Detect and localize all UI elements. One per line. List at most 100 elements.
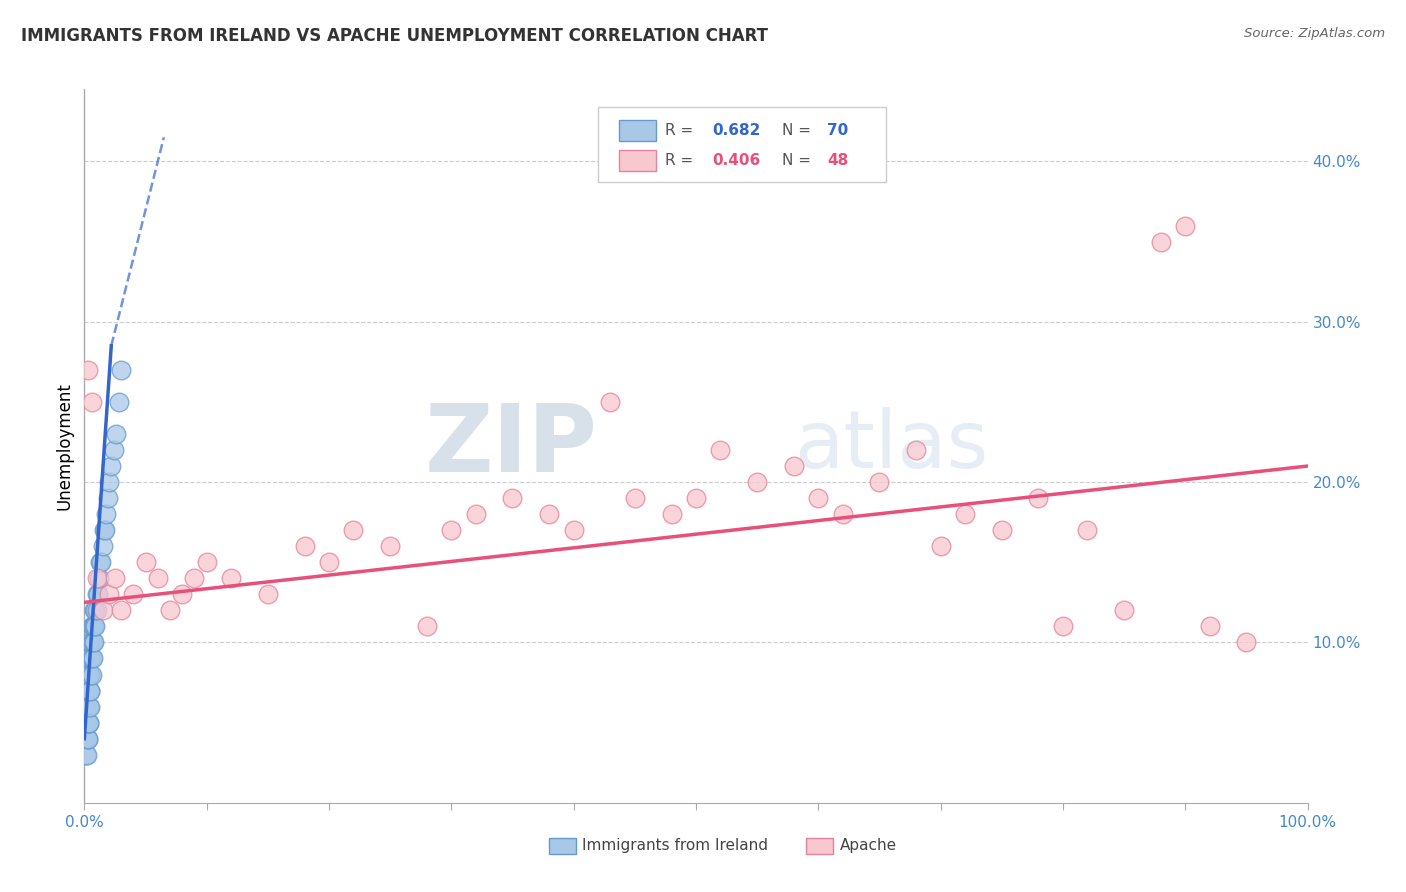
Point [77, 715, 100, 730]
Point [1114, 603, 1136, 617]
Bar [619, 120, 655, 141]
Point [502, 491, 524, 505]
FancyBboxPatch shape [598, 107, 886, 182]
Point [416, 619, 439, 633]
Point [77, 667, 100, 681]
Point [79, 667, 101, 681]
Point [91, 539, 114, 553]
Point [783, 458, 806, 473]
Point [80, 635, 103, 649]
Text: Immigrants from Ireland: Immigrants from Ireland [582, 838, 768, 853]
Point [82, 635, 104, 649]
Point [77, 699, 100, 714]
Point [83, 603, 105, 617]
Point [1174, 219, 1197, 233]
Point [79, 699, 101, 714]
Point [84, 619, 107, 633]
Point [77, 715, 100, 730]
Point [84, 603, 107, 617]
Point [122, 587, 145, 601]
Point [76, 715, 98, 730]
Point [77, 683, 100, 698]
Point [905, 442, 928, 457]
Point [75, 715, 97, 730]
Point [77, 715, 100, 730]
Point [953, 507, 976, 521]
Point [75, 699, 97, 714]
Point [83, 635, 105, 649]
Text: 0.406: 0.406 [711, 153, 761, 168]
Point [929, 539, 952, 553]
Point [77, 699, 100, 714]
Point [76, 731, 98, 746]
Point [294, 539, 316, 553]
Text: Source: ZipAtlas.com: Source: ZipAtlas.com [1244, 27, 1385, 40]
Point [105, 427, 128, 442]
Point [77, 363, 100, 377]
Point [440, 523, 463, 537]
Point [82, 651, 104, 665]
Point [80, 651, 103, 665]
Point [257, 587, 280, 601]
Point [1052, 619, 1074, 633]
Bar [806, 838, 832, 855]
Point [77, 683, 100, 698]
Point [342, 523, 364, 537]
Point [77, 699, 100, 714]
Point [562, 523, 585, 537]
Text: R =: R = [665, 153, 699, 168]
Point [82, 619, 104, 633]
Point [77, 731, 100, 746]
Point [97, 491, 120, 505]
Bar [619, 150, 655, 171]
Point [76, 715, 98, 730]
Point [83, 619, 105, 633]
Point [1236, 635, 1258, 649]
Point [79, 683, 101, 698]
Text: R =: R = [665, 123, 699, 138]
Point [87, 587, 110, 601]
Point [97, 475, 120, 489]
Point [97, 587, 120, 601]
Point [96, 507, 118, 521]
Point [75, 731, 97, 746]
Point [110, 603, 132, 617]
Point [77, 667, 100, 681]
Y-axis label: Unemployment: Unemployment [55, 382, 73, 510]
Point [869, 475, 891, 489]
Point [77, 699, 100, 714]
Point [76, 731, 98, 746]
Text: Apache: Apache [841, 838, 897, 853]
Point [77, 731, 100, 746]
Point [146, 571, 169, 585]
Bar [550, 838, 576, 855]
Point [685, 491, 707, 505]
Point [380, 539, 402, 553]
Point [89, 555, 111, 569]
Point [807, 491, 830, 505]
Point [104, 571, 127, 585]
Point [87, 571, 110, 585]
Point [103, 442, 125, 457]
Point [76, 699, 98, 714]
Point [79, 667, 101, 681]
Point [86, 571, 108, 585]
Point [135, 555, 157, 569]
Point [86, 603, 108, 617]
Point [709, 442, 731, 457]
Point [77, 699, 100, 714]
Point [94, 523, 117, 537]
Text: N =: N = [782, 123, 815, 138]
Point [1198, 619, 1220, 633]
Point [90, 555, 112, 569]
Text: 0.682: 0.682 [711, 123, 761, 138]
Text: IMMIGRANTS FROM IRELAND VS APACHE UNEMPLOYMENT CORRELATION CHART: IMMIGRANTS FROM IRELAND VS APACHE UNEMPL… [21, 27, 768, 45]
Point [1150, 235, 1173, 249]
Point [77, 651, 100, 665]
Point [77, 715, 100, 730]
Point [195, 555, 218, 569]
Point [77, 683, 100, 698]
Point [79, 683, 101, 698]
Point [538, 507, 561, 521]
Point [1028, 491, 1050, 505]
